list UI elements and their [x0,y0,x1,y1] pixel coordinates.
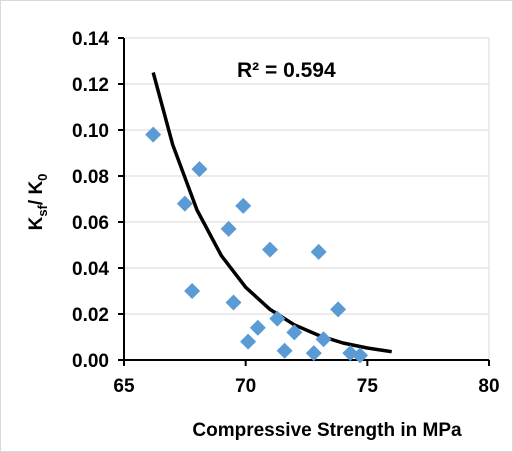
trendline [151,72,392,354]
x-axis-label: Compressive Strength in MPa [192,420,462,441]
y-tick-label: 0.08 [72,167,109,188]
x-tick-label: 75 [357,376,379,397]
data-point [310,243,327,260]
y-axis-label-main: K [26,216,47,230]
data-point [262,241,278,258]
gridlines [124,37,490,360]
x-tick-labels: 65 70 75 80 [113,376,499,397]
data-point [225,294,242,311]
y-tick-label: 0.10 [72,121,109,142]
axes [118,37,490,366]
data-point [145,126,162,143]
y-axis-label-sub1: sf [35,204,50,216]
data-point [276,342,293,359]
y-tick-label: 0.12 [72,75,109,96]
y-axis-label-sub2: 0 [35,174,50,181]
trendline-group [151,72,392,354]
data-point [191,161,208,178]
data-point [269,310,286,327]
data-point [330,301,347,318]
x-tick-label: 65 [113,376,135,397]
data-points [145,126,369,364]
x-tick-label: 70 [235,376,256,397]
x-tick-label: 80 [478,376,499,397]
y-tick-label: 0.06 [72,213,109,234]
y-tick-label: 0.00 [72,351,109,372]
data-point [240,333,257,350]
y-tick-label: 0.04 [72,259,109,280]
y-tick-label: 0.14 [72,29,109,50]
y-axis-label: Ksf/ K0 [26,174,50,231]
y-tick-label: 0.02 [72,305,109,326]
y-axis-label-mid: / K [26,181,47,206]
r-squared-annotation: R² = 0.594 [237,59,336,82]
data-point [315,331,332,348]
y-tick-labels: 0.00 0.02 0.04 0.06 0.08 0.10 0.12 0.14 [72,29,109,372]
data-point [176,195,193,212]
data-point [184,283,201,299]
data-point [235,197,252,214]
data-point [352,347,369,364]
data-point [305,345,322,362]
data-point [220,220,237,237]
data-point [286,324,303,341]
data-point [249,319,266,336]
